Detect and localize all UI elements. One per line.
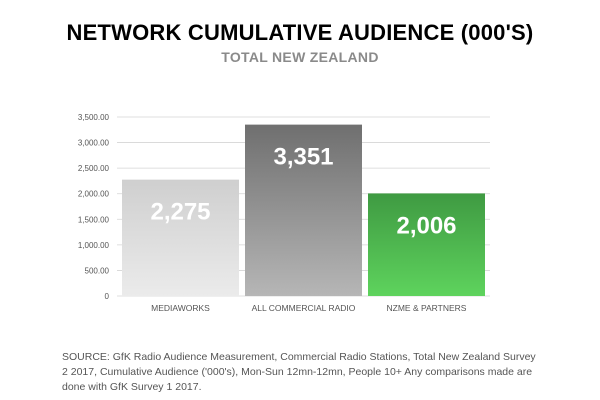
bar-value-label: 2,275	[150, 199, 210, 226]
y-tick-label: 3,500.00	[78, 113, 110, 122]
y-axis-ticks: 0 500.00 1,000.00 1,500.00 2,000.00 2,500.00 3…	[78, 113, 110, 301]
source-note: SOURCE: GfK Radio Audience Measurement, …	[62, 351, 536, 393]
y-tick-label: 1,000.00	[78, 241, 110, 250]
x-category-label: MEDIAWORKS	[151, 303, 210, 313]
bar	[368, 193, 485, 296]
bar-value-label: 3,351	[273, 144, 333, 171]
bars: 2,275 3,351 2,006	[122, 124, 485, 296]
x-category-label: NZME & PARTNERS	[387, 303, 467, 313]
chart-title: NETWORK CUMULATIVE AUDIENCE (000'S)	[66, 20, 534, 45]
y-tick-label: 3,000.00	[78, 139, 110, 148]
y-tick-label: 2,000.00	[78, 190, 110, 199]
chart-subtitle: TOTAL NEW ZEALAND	[221, 49, 379, 65]
y-tick-label: 1,500.00	[78, 215, 110, 224]
y-tick-label: 500.00	[85, 266, 110, 275]
y-tick-label: 2,500.00	[78, 164, 110, 173]
x-axis-labels: MEDIAWORKS ALL COMMERCIAL RADIO NZME & PAR…	[151, 303, 467, 313]
x-category-label: ALL COMMERCIAL RADIO	[252, 303, 356, 313]
y-tick-label: 0	[105, 292, 110, 301]
bar	[122, 179, 239, 296]
bar	[245, 124, 362, 296]
bar-value-label: 2,006	[396, 212, 456, 239]
